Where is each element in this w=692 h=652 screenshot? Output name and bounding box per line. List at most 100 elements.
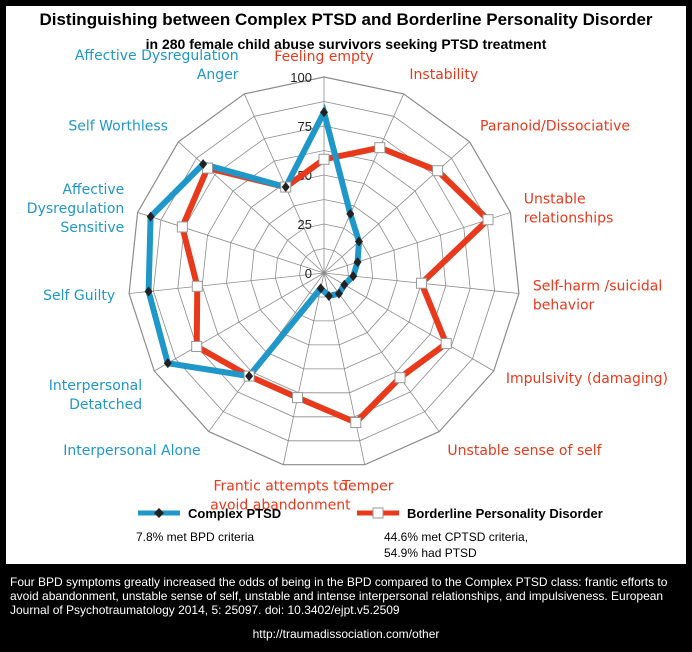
marker-bpd: [432, 165, 444, 177]
grid-ring: [226, 174, 422, 370]
chart-subtitle: in 280 female child abuse survivors seek…: [145, 36, 547, 52]
axis-label: Unstable relationships: [524, 192, 614, 227]
marker-bpd: [440, 338, 452, 350]
axis-label: Unstable sense of self: [447, 443, 602, 459]
marker-complex-ptsd: [316, 283, 325, 294]
figure-caption: Four BPD symptoms greatly increased the …: [10, 575, 668, 617]
marker-bpd: [394, 372, 406, 384]
marker-complex-ptsd: [334, 288, 343, 299]
axis-label-line: Affective: [62, 182, 124, 198]
marker-complex-ptsd: [324, 291, 333, 302]
axis-label-line: Paranoid/Dissociative: [480, 118, 630, 134]
axis-label-line: Interpersonal Alone: [63, 443, 200, 459]
marker-complex-ptsd: [146, 211, 155, 222]
grid-spoke: [137, 212, 325, 274]
axis-label: Instability: [409, 67, 478, 83]
axis-label-line: avoid abandonment: [210, 497, 351, 513]
axis-label-line: Affective Dysregulation: [75, 48, 239, 64]
grid-ring: [201, 150, 447, 394]
series-line-complex-ptsd: [145, 103, 363, 380]
axis-label-line: Dysregulation: [27, 201, 124, 217]
marker-complex-ptsd: [354, 236, 363, 247]
note-complex-ptsd: 7.8% met BPD criteria: [136, 530, 255, 544]
axis-label-line: behavior: [533, 297, 595, 313]
axis-label-line: Temper: [341, 478, 394, 494]
legend-swatch-complex-ptsd: [138, 508, 180, 518]
marker-bpd: [374, 142, 386, 154]
axis-label: Impulsivity (damaging): [506, 371, 668, 387]
axis-label-line: Unstable: [524, 192, 586, 208]
axis-label: Self-harm /suicidal behavior: [533, 278, 662, 313]
axis-label: Affective Dysregulation Anger: [75, 48, 239, 83]
marker-complex-ptsd: [144, 286, 153, 297]
axis-label-line: relationships: [524, 211, 614, 227]
grid-spoke: [129, 272, 325, 294]
series-line-bpd: [179, 144, 493, 427]
grid-spoke: [154, 272, 325, 372]
axis-label: Self Guilty: [43, 288, 115, 304]
axis-label-line: Sensitive: [60, 220, 124, 236]
tick-label: 0: [305, 266, 312, 281]
marker-complex-ptsd: [281, 182, 290, 193]
marker-complex-ptsd: [245, 371, 254, 382]
marker-bpd: [191, 280, 203, 292]
axis-label-line: Self Worthless: [68, 118, 168, 134]
grid-ring: [299, 248, 349, 298]
chart-panel: Distinguishing between Complex PTSD and …: [6, 6, 686, 564]
tick-label: 100: [290, 70, 312, 85]
axis-label-line: Frantic attempts to: [213, 478, 347, 494]
marker-bpd: [318, 153, 330, 165]
axis-label: Self Worthless: [68, 118, 168, 134]
axis-label-line: Anger: [197, 67, 239, 83]
marker-complex-ptsd: [320, 107, 328, 118]
grid-ring: [128, 76, 520, 466]
axis-label: Interpersonal Alone: [63, 443, 200, 459]
axis-label-line: Interpersonal: [49, 378, 142, 394]
marker-complex-ptsd: [340, 279, 349, 290]
grid-spoke: [323, 141, 470, 274]
axis-label: Paranoid/Dissociative: [480, 118, 630, 134]
legend-label-bpd: Borderline Personality Disorder: [407, 506, 603, 521]
tick-label: 75: [298, 119, 312, 134]
grid-ring: [177, 125, 471, 418]
legend-label-complex-ptsd: Complex PTSD: [188, 506, 282, 521]
marker-bpd: [482, 214, 494, 226]
axis-label: Interpersonal Detatched: [49, 378, 142, 413]
axis-label-line: Feeling empty: [274, 49, 373, 65]
axis-label: Feeling empty: [274, 49, 373, 65]
marker-bpd: [292, 392, 304, 404]
marker-complex-ptsd: [163, 358, 172, 369]
note-bpd-line2: 54.9% had PTSD: [384, 546, 477, 560]
axis-label-line: Impulsivity (damaging): [506, 371, 668, 387]
grid-spoke: [323, 272, 440, 432]
axis-label-line: Instability: [409, 67, 478, 83]
note-bpd-line1: 44.6% met CPTSD criteria,: [384, 530, 529, 544]
grid-spoke: [323, 272, 366, 465]
legend-swatch-bpd: [357, 507, 399, 519]
grid-ring: [250, 199, 398, 346]
marker-complex-ptsd: [346, 208, 355, 219]
marker-complex-ptsd: [199, 159, 208, 170]
marker-bpd: [415, 277, 427, 289]
marker-bpd: [176, 221, 188, 233]
tick-label: 25: [298, 217, 312, 232]
axis-label: Frantic attempts to avoid abandonment: [210, 478, 351, 513]
grid-spoke: [323, 93, 405, 274]
axis-label: Temper: [341, 478, 394, 494]
marker-complex-ptsd: [349, 271, 358, 282]
axis-label-line: Self-harm /suicidal: [533, 278, 662, 294]
axis-label: Affective Dysregulation Sensitive: [27, 182, 124, 236]
source-link[interactable]: http://traumadissociation.com/other: [252, 627, 440, 641]
axis-label-line: Self Guilty: [43, 288, 115, 304]
marker-bpd: [191, 341, 203, 352]
axis-label-line: Detatched: [69, 397, 142, 413]
axis-label-line: Unstable sense of self: [447, 443, 602, 459]
chart-title: Distinguishing between Complex PTSD and …: [39, 10, 653, 29]
marker-complex-ptsd: [353, 257, 362, 268]
marker-bpd: [350, 417, 362, 429]
grid-spoke: [323, 272, 494, 372]
grid-spoke: [282, 272, 325, 465]
grid-ring: [274, 223, 374, 322]
